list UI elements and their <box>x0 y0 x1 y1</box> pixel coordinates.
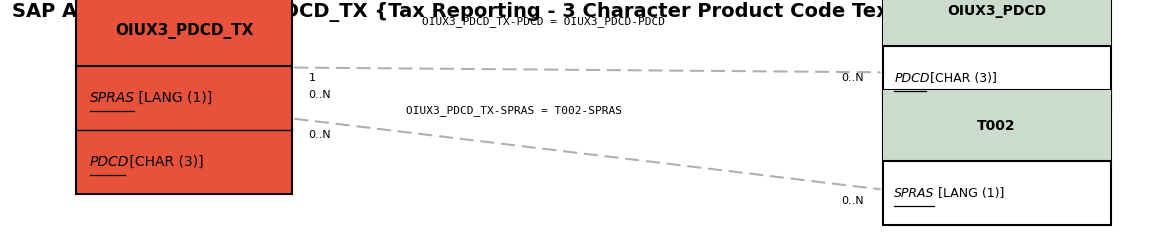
Text: T002: T002 <box>977 118 1016 133</box>
FancyBboxPatch shape <box>883 90 1111 225</box>
Text: [LANG (1)]: [LANG (1)] <box>934 187 1004 200</box>
Text: PDCD: PDCD <box>894 72 929 85</box>
Text: [CHAR (3)]: [CHAR (3)] <box>926 72 997 85</box>
FancyBboxPatch shape <box>76 0 292 194</box>
Text: PDCD: PDCD <box>90 155 130 169</box>
Text: OIUX3_PDCD: OIUX3_PDCD <box>947 4 1046 18</box>
Text: 0..N: 0..N <box>309 130 331 140</box>
Text: [CHAR (3)]: [CHAR (3)] <box>125 155 203 169</box>
Text: OIUX3_PDCD_TX-PDCD = OIUX3_PDCD-PDCD: OIUX3_PDCD_TX-PDCD = OIUX3_PDCD-PDCD <box>422 16 665 27</box>
FancyBboxPatch shape <box>883 0 1111 110</box>
Text: OIUX3_PDCD_TX: OIUX3_PDCD_TX <box>115 23 254 39</box>
FancyBboxPatch shape <box>883 90 1111 161</box>
Text: OIUX3_PDCD_TX-SPRAS = T002-SPRAS: OIUX3_PDCD_TX-SPRAS = T002-SPRAS <box>407 105 622 116</box>
Text: SPRAS: SPRAS <box>90 91 134 105</box>
Text: [LANG (1)]: [LANG (1)] <box>133 91 212 105</box>
Text: SPRAS: SPRAS <box>894 187 935 200</box>
Text: SAP ABAP table OIUX3_PDCD_TX {Tax Reporting - 3 Character Product Code Text}: SAP ABAP table OIUX3_PDCD_TX {Tax Report… <box>12 2 912 22</box>
Text: 0..N: 0..N <box>842 196 864 206</box>
Text: 0..N: 0..N <box>842 73 864 83</box>
FancyBboxPatch shape <box>883 0 1111 46</box>
Text: 0..N: 0..N <box>309 90 331 100</box>
Text: 1: 1 <box>309 73 316 83</box>
